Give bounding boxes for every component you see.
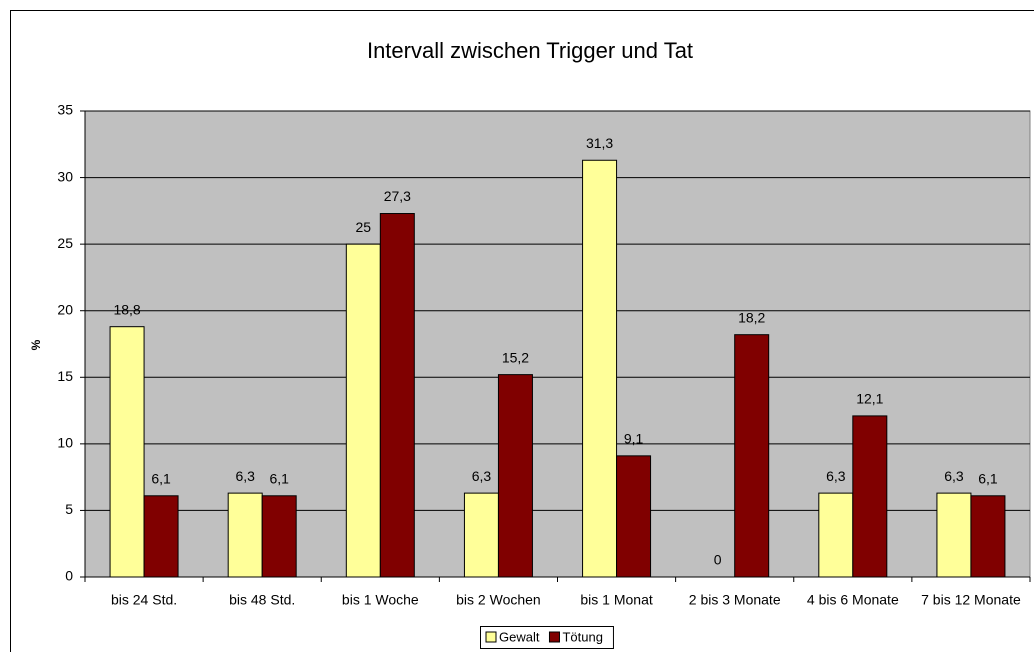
bar (109, 326, 145, 578)
value-label: 6,1 (978, 470, 998, 486)
bar (616, 455, 652, 578)
x-tick-label: bis 48 Std. (229, 592, 295, 608)
value-label: 6,3 (472, 468, 492, 484)
bar (379, 213, 415, 578)
bar (463, 492, 499, 578)
value-label: 9,1 (624, 431, 644, 447)
legend-label: Gewalt (499, 629, 540, 644)
bar (227, 492, 263, 578)
bar (970, 495, 1006, 578)
y-tick-label: 0 (65, 568, 73, 584)
x-tick-label: bis 1 Monat (580, 592, 652, 608)
value-label: 6,3 (826, 468, 846, 484)
value-label: 0 (714, 552, 722, 568)
bar (261, 495, 297, 578)
chart-title: Intervall zwischen Trigger und Tat (367, 38, 693, 63)
y-tick-label: 15 (57, 368, 73, 384)
legend-swatch (485, 631, 497, 643)
value-label: 15,2 (502, 349, 529, 365)
legend-label: Tötung (562, 629, 602, 644)
x-tick-label: 7 bis 12 Monate (921, 592, 1021, 608)
y-tick-label: 5 (65, 501, 73, 517)
x-tick-label: 4 bis 6 Monate (807, 592, 899, 608)
y-axis-label: % (29, 339, 43, 350)
x-tick-label: bis 2 Wochen (456, 592, 541, 608)
y-tick-label: 10 (57, 435, 73, 451)
y-tick-label: 30 (57, 168, 73, 184)
value-label: 6,3 (235, 468, 255, 484)
x-tick-label: 2 bis 3 Monate (689, 592, 781, 608)
y-tick-label: 20 (57, 301, 73, 317)
legend-swatch (548, 631, 560, 643)
bar (582, 159, 618, 578)
legend (480, 626, 614, 649)
bar (497, 374, 533, 578)
y-tick-label: 35 (57, 102, 73, 118)
y-tick-label: 25 (57, 235, 73, 251)
value-label: 25 (356, 219, 372, 235)
bar (143, 495, 179, 578)
value-label: 18,8 (113, 301, 140, 317)
value-label: 6,1 (151, 470, 171, 486)
bar (818, 492, 854, 578)
value-label: 18,2 (738, 309, 765, 325)
x-tick-label: bis 1 Woche (342, 592, 419, 608)
value-label: 27,3 (384, 188, 411, 204)
bar (734, 334, 770, 578)
x-tick-label: bis 24 Std. (111, 592, 177, 608)
value-label: 12,1 (856, 391, 883, 407)
plot-area (84, 110, 1031, 578)
bar (852, 415, 888, 578)
bar (345, 243, 381, 578)
value-label: 6,1 (269, 470, 289, 486)
bar (936, 492, 972, 578)
value-label: 31,3 (586, 135, 613, 151)
value-label: 6,3 (944, 468, 964, 484)
